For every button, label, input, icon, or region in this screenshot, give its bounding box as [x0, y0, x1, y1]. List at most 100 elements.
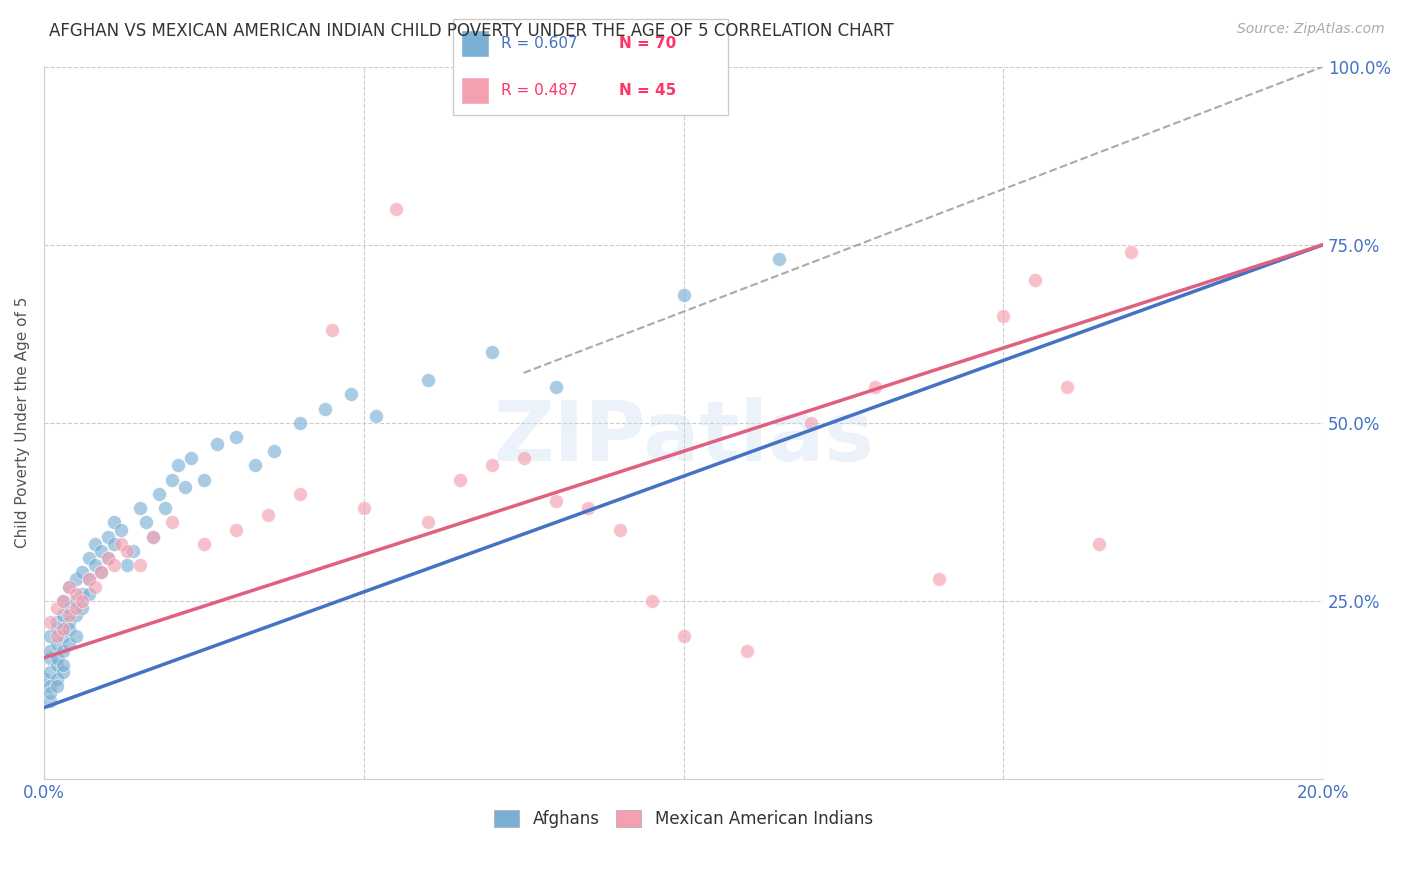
- Point: [52, 665, 75, 679]
- Point: [45, 679, 67, 693]
- Point: [256, 508, 278, 523]
- Point: [142, 530, 165, 544]
- Point: [993, 309, 1015, 323]
- Point: [155, 501, 177, 516]
- Point: [65, 630, 87, 644]
- Point: [52, 623, 75, 637]
- Point: [103, 516, 125, 530]
- Point: [288, 487, 311, 501]
- Point: [90, 544, 112, 558]
- Point: [45, 650, 67, 665]
- Point: [544, 494, 567, 508]
- Point: [672, 630, 695, 644]
- Point: [58, 615, 80, 630]
- Point: [512, 451, 534, 466]
- Point: [263, 444, 285, 458]
- Point: [52, 594, 75, 608]
- Point: [45, 623, 67, 637]
- Point: [1088, 537, 1111, 551]
- Point: [160, 516, 183, 530]
- Point: [72, 587, 94, 601]
- Point: [768, 252, 790, 266]
- Point: [160, 473, 183, 487]
- Point: [52, 608, 75, 623]
- Point: [97, 551, 120, 566]
- Text: AFGHAN VS MEXICAN AMERICAN INDIAN CHILD POVERTY UNDER THE AGE OF 5 CORRELATION C: AFGHAN VS MEXICAN AMERICAN INDIAN CHILD …: [49, 22, 894, 40]
- Point: [58, 608, 80, 623]
- Point: [122, 544, 145, 558]
- Point: [77, 551, 100, 566]
- Point: [90, 566, 112, 580]
- Point: [90, 566, 112, 580]
- Point: [544, 380, 567, 394]
- Point: [225, 523, 247, 537]
- Point: [384, 202, 406, 216]
- Point: [353, 501, 375, 516]
- Point: [84, 537, 107, 551]
- Point: [39, 693, 62, 707]
- Text: R = 0.487: R = 0.487: [501, 83, 576, 98]
- Point: [115, 544, 138, 558]
- Point: [672, 287, 695, 301]
- Point: [39, 615, 62, 630]
- Point: [1024, 273, 1046, 287]
- Point: [45, 615, 67, 630]
- Point: [45, 630, 67, 644]
- Point: [128, 501, 150, 516]
- Point: [45, 672, 67, 686]
- Point: [39, 665, 62, 679]
- Point: [65, 587, 87, 601]
- Point: [1056, 380, 1078, 394]
- Point: [314, 401, 336, 416]
- Point: [340, 387, 363, 401]
- Point: [416, 373, 439, 387]
- Point: [45, 636, 67, 650]
- Y-axis label: Child Poverty Under the Age of 5: Child Poverty Under the Age of 5: [15, 297, 30, 549]
- Point: [225, 430, 247, 444]
- Point: [103, 537, 125, 551]
- Point: [449, 473, 471, 487]
- Bar: [461, 29, 489, 57]
- Point: [167, 458, 190, 473]
- Point: [173, 480, 195, 494]
- Point: [366, 409, 388, 423]
- Point: [1121, 244, 1143, 259]
- Point: [58, 636, 80, 650]
- Point: [416, 516, 439, 530]
- Point: [32, 672, 55, 686]
- Point: [193, 537, 215, 551]
- Point: [737, 643, 759, 657]
- Point: [97, 530, 120, 544]
- Point: [576, 501, 599, 516]
- Point: [58, 601, 80, 615]
- Point: [39, 679, 62, 693]
- Point: [45, 657, 67, 672]
- Point: [135, 516, 157, 530]
- Point: [72, 594, 94, 608]
- Point: [52, 657, 75, 672]
- Point: [58, 580, 80, 594]
- Text: N = 70: N = 70: [619, 36, 676, 51]
- Point: [39, 650, 62, 665]
- Point: [84, 580, 107, 594]
- Point: [39, 643, 62, 657]
- Text: ZIPatlas: ZIPatlas: [494, 397, 875, 477]
- Point: [65, 601, 87, 615]
- Point: [148, 487, 170, 501]
- Point: [45, 601, 67, 615]
- Point: [110, 537, 132, 551]
- Point: [65, 573, 87, 587]
- Point: [142, 530, 165, 544]
- Text: R = 0.607: R = 0.607: [501, 36, 576, 51]
- Point: [321, 323, 343, 337]
- Point: [243, 458, 266, 473]
- Point: [77, 573, 100, 587]
- Point: [52, 630, 75, 644]
- Point: [110, 523, 132, 537]
- Point: [65, 608, 87, 623]
- Point: [128, 558, 150, 573]
- Point: [72, 566, 94, 580]
- Point: [193, 473, 215, 487]
- Point: [52, 643, 75, 657]
- Point: [865, 380, 887, 394]
